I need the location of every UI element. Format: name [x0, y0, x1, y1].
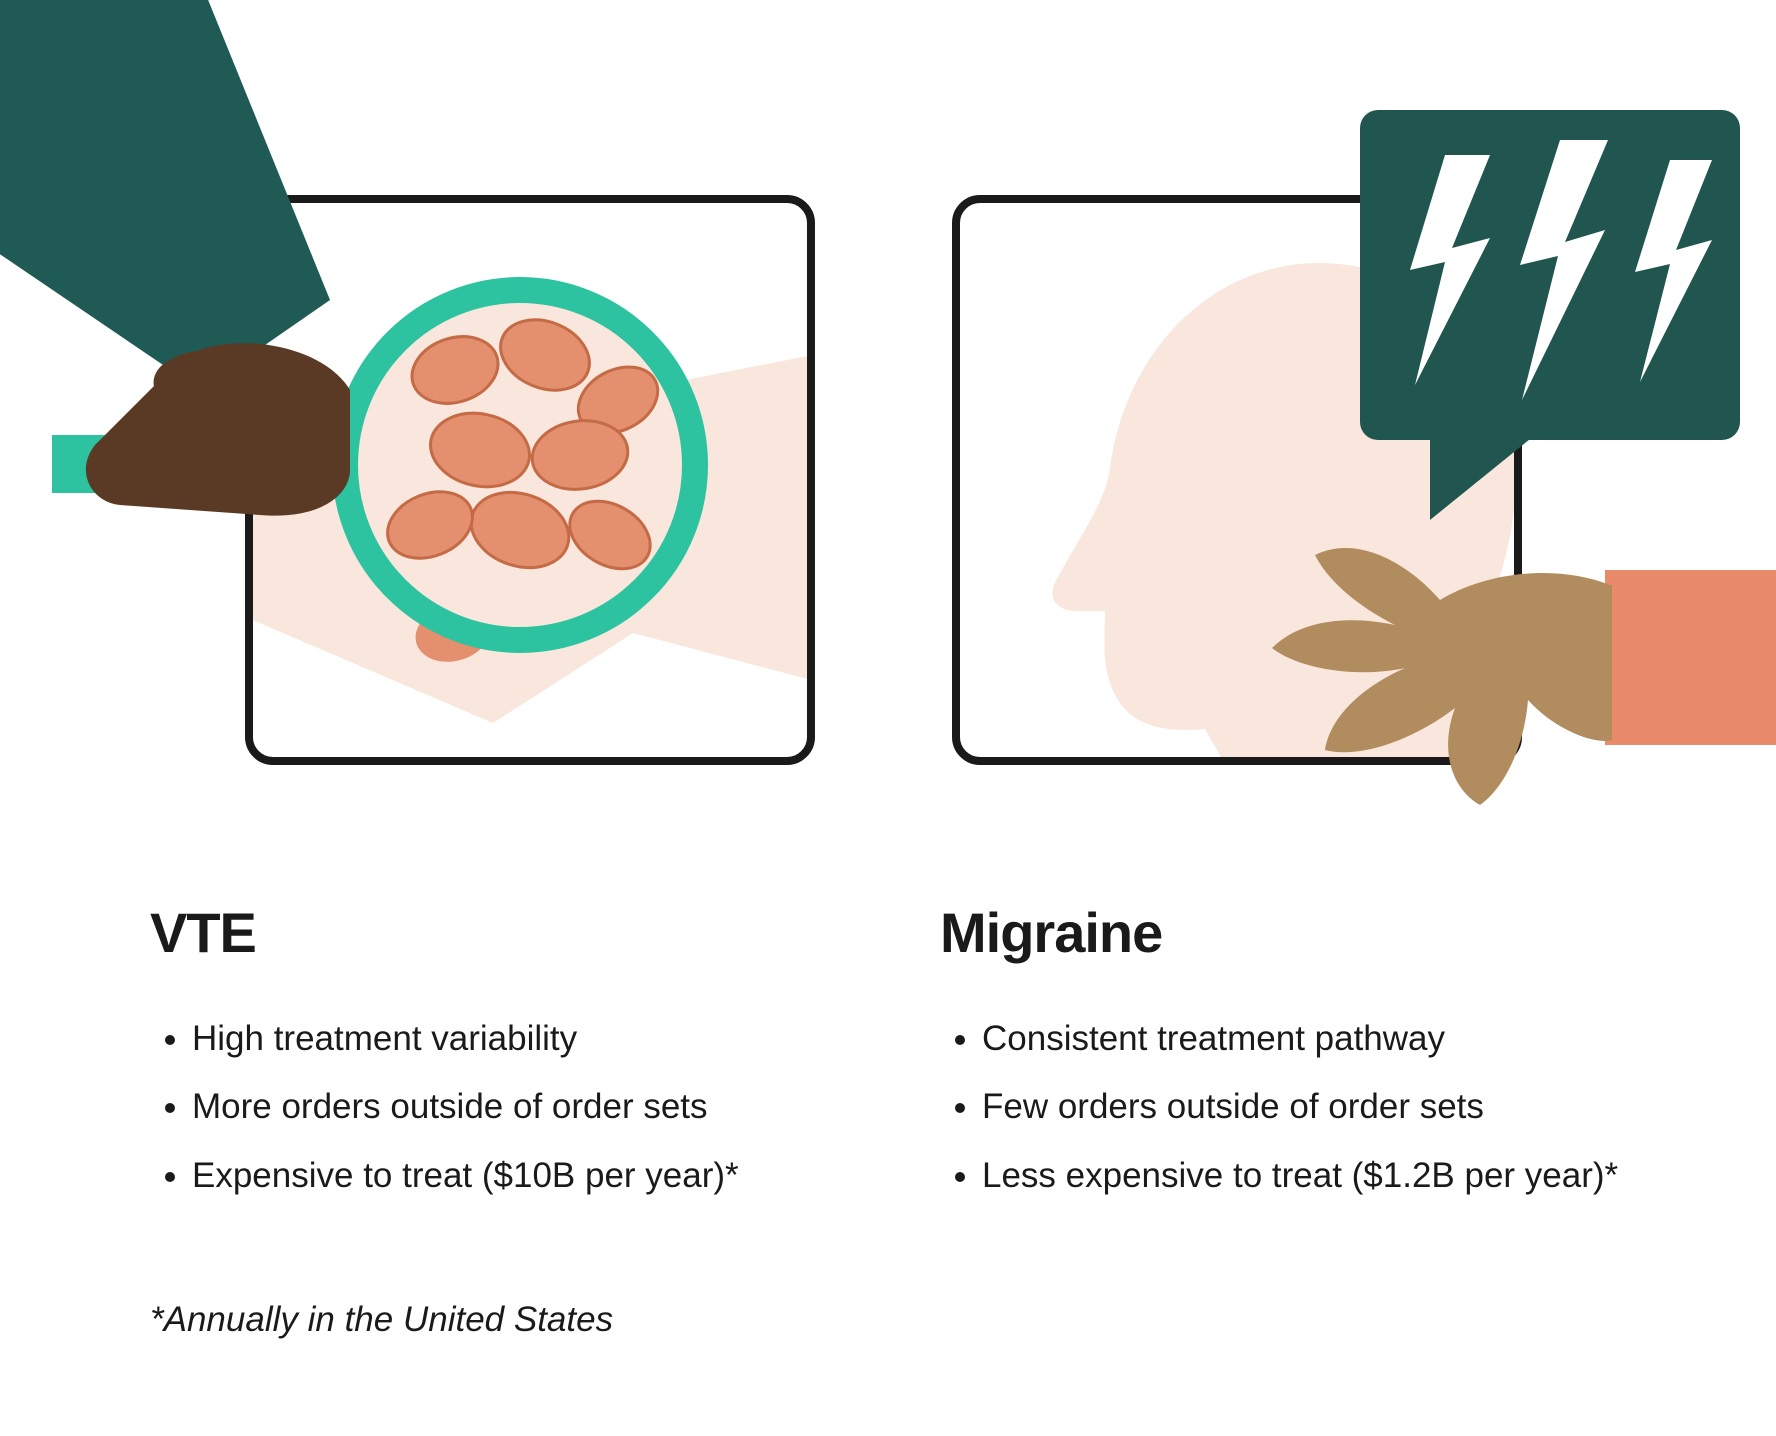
- migraine-bullet-1: Consistent treatment pathway: [982, 1005, 1618, 1073]
- migraine-head-icon: [960, 203, 1514, 757]
- migraine-heading: Migraine: [940, 900, 1162, 965]
- vte-bullet-2: More orders outside of order sets: [192, 1073, 739, 1141]
- vte-illustration-bg: [253, 203, 807, 757]
- vte-bullet-3: Expensive to treat ($10B per year)*: [192, 1142, 739, 1210]
- vte-panel: [245, 195, 815, 765]
- migraine-panel: [952, 195, 1522, 765]
- vte-bullets: High treatment variability More orders o…: [150, 1005, 739, 1210]
- migraine-bullets: Consistent treatment pathway Few orders …: [940, 1005, 1618, 1210]
- vte-heading: VTE: [150, 900, 256, 965]
- migraine-bullet-3: Less expensive to treat ($1.2B per year)…: [982, 1142, 1618, 1210]
- vte-bullet-1: High treatment variability: [192, 1005, 739, 1073]
- migraine-panel-inner: [960, 203, 1514, 757]
- migraine-bullet-2: Few orders outside of order sets: [982, 1073, 1618, 1141]
- vte-panel-inner: [253, 203, 807, 757]
- infographic-root: VTE High treatment variability More orde…: [0, 0, 1776, 1436]
- footnote: *Annually in the United States: [150, 1300, 613, 1340]
